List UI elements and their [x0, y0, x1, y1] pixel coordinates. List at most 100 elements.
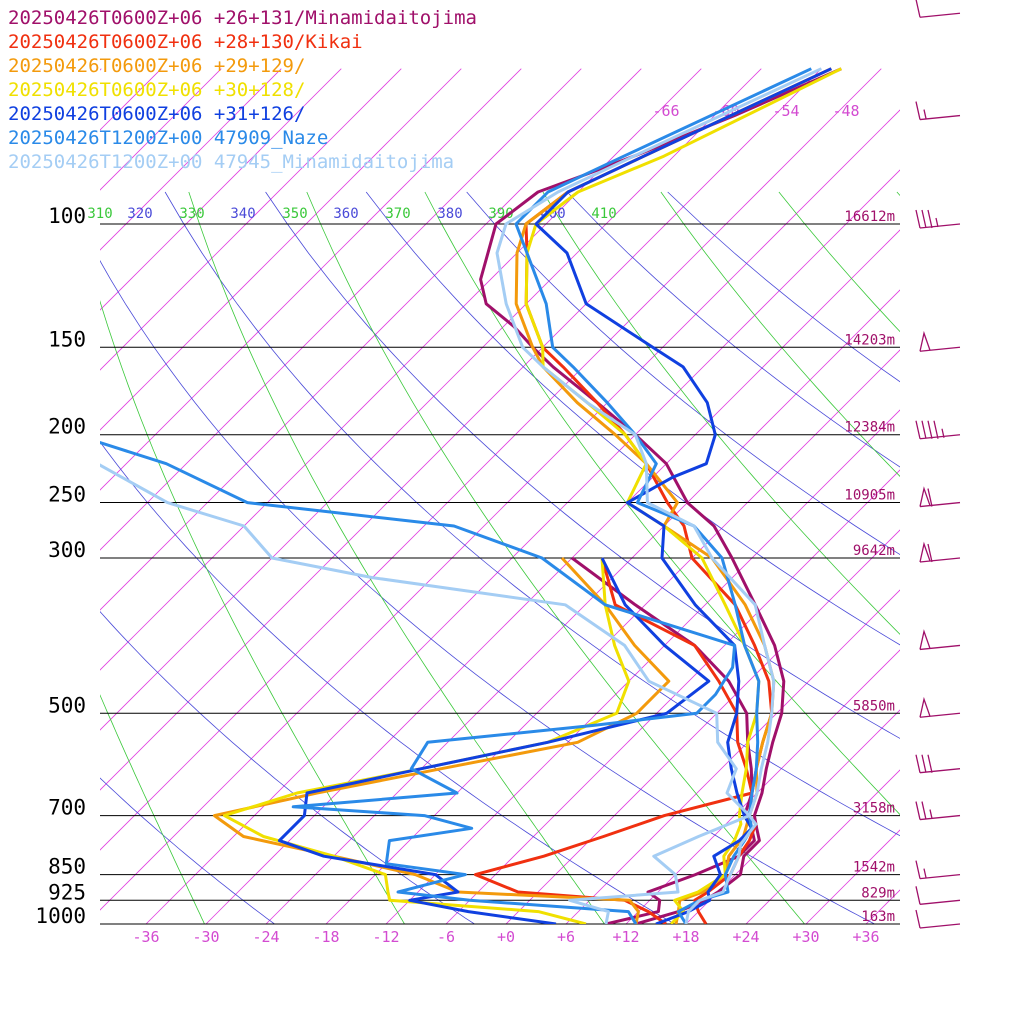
isotherm-line: [145, 169, 900, 924]
isotherm-line: [565, 589, 900, 924]
moist-adiabat-line: [778, 191, 900, 333]
moist-adiabat-line: [660, 191, 900, 477]
wind-barb: [915, 801, 961, 821]
isotherm-line: [625, 649, 900, 924]
temperature-tick-label: +24: [732, 928, 759, 946]
temperature-tick-label: +6: [557, 928, 575, 946]
moist-adiabat-line: [1015, 192, 1024, 939]
height-label: 5850m: [853, 698, 895, 714]
legend-entry: 20250426T0600Z+06 +29+129/: [8, 55, 305, 77]
wind-barb: [915, 754, 961, 774]
temperature-profile-line: [524, 67, 842, 924]
height-label: 10905m: [844, 488, 895, 504]
axis-labels: -36 -30 -24 -18 -12 -6 +0 +6 +12 +18 +24 +30 +36 -66 -…: [87, 102, 879, 946]
legend: 20250426T0600Z+06 +26+131/Minamidaitojim…: [8, 7, 477, 173]
height-label: 9642m: [853, 543, 895, 559]
pressure-label: 925: [48, 880, 86, 904]
temperature-profile-line: [514, 67, 832, 924]
temperature-tick-label: +12: [612, 928, 639, 946]
temperature-tick-label: -12: [372, 928, 399, 946]
isotherm-line: [100, 68, 282, 251]
wind-barb: [915, 209, 961, 229]
isotherm-line: [100, 109, 900, 911]
theta-label: 340: [230, 206, 255, 222]
isotherm-line: [100, 68, 342, 311]
isotherm-line: [265, 289, 900, 924]
wind-barb: [915, 886, 961, 905]
legend-entry: 20250426T0600Z+06 +28+130/Kikai: [8, 31, 363, 53]
isotherm-label: -48: [832, 102, 859, 120]
height-label: 12384m: [844, 420, 895, 436]
isotherm-line: [100, 68, 222, 191]
isotherm-line: [445, 469, 900, 924]
legend-entry: 20250426T0600Z+06 +31+126/: [8, 103, 305, 125]
pressure-label: 150: [48, 327, 86, 351]
dry-adiabat-line: [100, 610, 476, 924]
pressure-label: 300: [48, 538, 86, 562]
isotherm-line: [100, 68, 822, 791]
legend-entry: 20250426T1200Z+00 47909_Naze: [8, 127, 328, 149]
wind-barb: [915, 101, 961, 121]
legend-entry: 20250426T1200Z+00 47945_Minamidaitojima: [8, 151, 454, 173]
isotherm-line: [986, 69, 1024, 924]
theta-label: 350: [282, 206, 307, 222]
temperature-tick-label: -36: [132, 928, 159, 946]
temperature-tick-label: -24: [252, 928, 279, 946]
temperature-tick-label: +36: [852, 928, 879, 946]
isotherm-grid: [100, 68, 1024, 924]
isotherm-line: [100, 68, 702, 671]
pressure-label: 500: [48, 693, 86, 717]
height-label: 1542m: [853, 860, 895, 876]
wind-barbs: [915, 0, 961, 929]
wind-barb: [919, 330, 961, 352]
temperature-tick-label: -30: [192, 928, 219, 946]
wind-barb: [919, 629, 961, 651]
wind-barb: [919, 486, 961, 508]
height-label: 14203m: [844, 332, 895, 348]
moist-adiabat-line: [896, 191, 900, 197]
dry-adiabat-line: [100, 260, 876, 924]
legend-entry: 20250426T0600Z+06 +30+128/: [8, 79, 305, 101]
isotherm-line: [100, 68, 462, 431]
temperature-tick-label: +30: [792, 928, 819, 946]
isotherm-line: [100, 68, 642, 611]
temperature-profile-line: [514, 67, 812, 924]
isotherm-line: [385, 409, 900, 924]
isotherm-line: [325, 349, 900, 924]
wind-barb: [919, 541, 961, 563]
isotherm-line: [100, 68, 882, 851]
theta-label: 380: [437, 206, 462, 222]
height-label: 829m: [861, 885, 895, 901]
adiabat-grid: [100, 191, 1024, 939]
moist-adiabat-line: [100, 694, 205, 924]
isotherm-line: [805, 829, 900, 924]
pressure-label: 200: [48, 415, 86, 439]
isotherm-line: [100, 68, 402, 371]
temperature-profile-line: [479, 67, 842, 924]
isotherm-line: [100, 68, 762, 731]
pressure-label: 1000: [35, 904, 86, 928]
isotherm-label: -54: [772, 102, 799, 120]
pressure-label: 850: [48, 855, 86, 879]
dewpoint-profile-line: [222, 557, 631, 924]
wind-barb: [915, 0, 961, 18]
temperature-tick-label: -18: [312, 928, 339, 946]
dewpoint-profile-line: [100, 463, 751, 924]
wind-barb: [915, 420, 961, 440]
wind-barb: [919, 696, 961, 718]
pressure-label: 100: [48, 204, 86, 228]
temperature-profile-line: [534, 67, 832, 924]
dry-adiabat-line: [265, 191, 900, 739]
theta-label: 330: [179, 206, 204, 222]
isotherm-line: [745, 769, 900, 924]
height-label: 3158m: [853, 801, 895, 817]
theta-label: 320: [127, 206, 152, 222]
theta-label: 310: [87, 206, 112, 222]
isotherm-line: [505, 529, 900, 924]
dewpoint-profile-line: [100, 440, 737, 924]
height-label: 16612m: [844, 209, 895, 225]
temperature-tick-label: +0: [497, 928, 515, 946]
pressure-label: 700: [48, 796, 86, 820]
theta-label: 360: [333, 206, 358, 222]
